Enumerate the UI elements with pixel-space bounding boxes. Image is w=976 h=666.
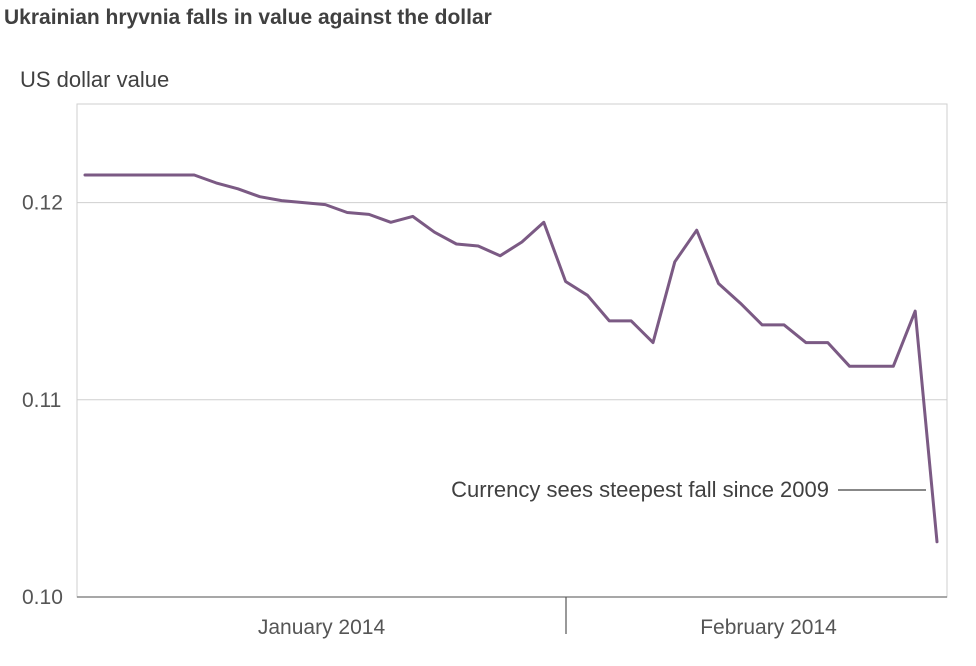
series-line bbox=[83, 173, 939, 544]
x-tick-label: February 2014 bbox=[700, 616, 837, 639]
chart-title: Ukrainian hryvnia falls in value against… bbox=[4, 6, 492, 29]
plot-area: 0.10 0.11 0.12 January 2014 February 2014 Cur… bbox=[22, 103, 948, 639]
y-axis-label: US dollar value bbox=[20, 67, 169, 92]
annotation-label: Currency sees steepest fall since 2009 bbox=[451, 477, 829, 502]
y-tick-label: 0.11 bbox=[22, 389, 61, 412]
x-tick-label: January 2014 bbox=[258, 616, 386, 639]
y-tick-label: 0.10 bbox=[22, 586, 63, 609]
plot-frame bbox=[76, 103, 948, 598]
y-tick-label: 0.12 bbox=[22, 192, 63, 215]
